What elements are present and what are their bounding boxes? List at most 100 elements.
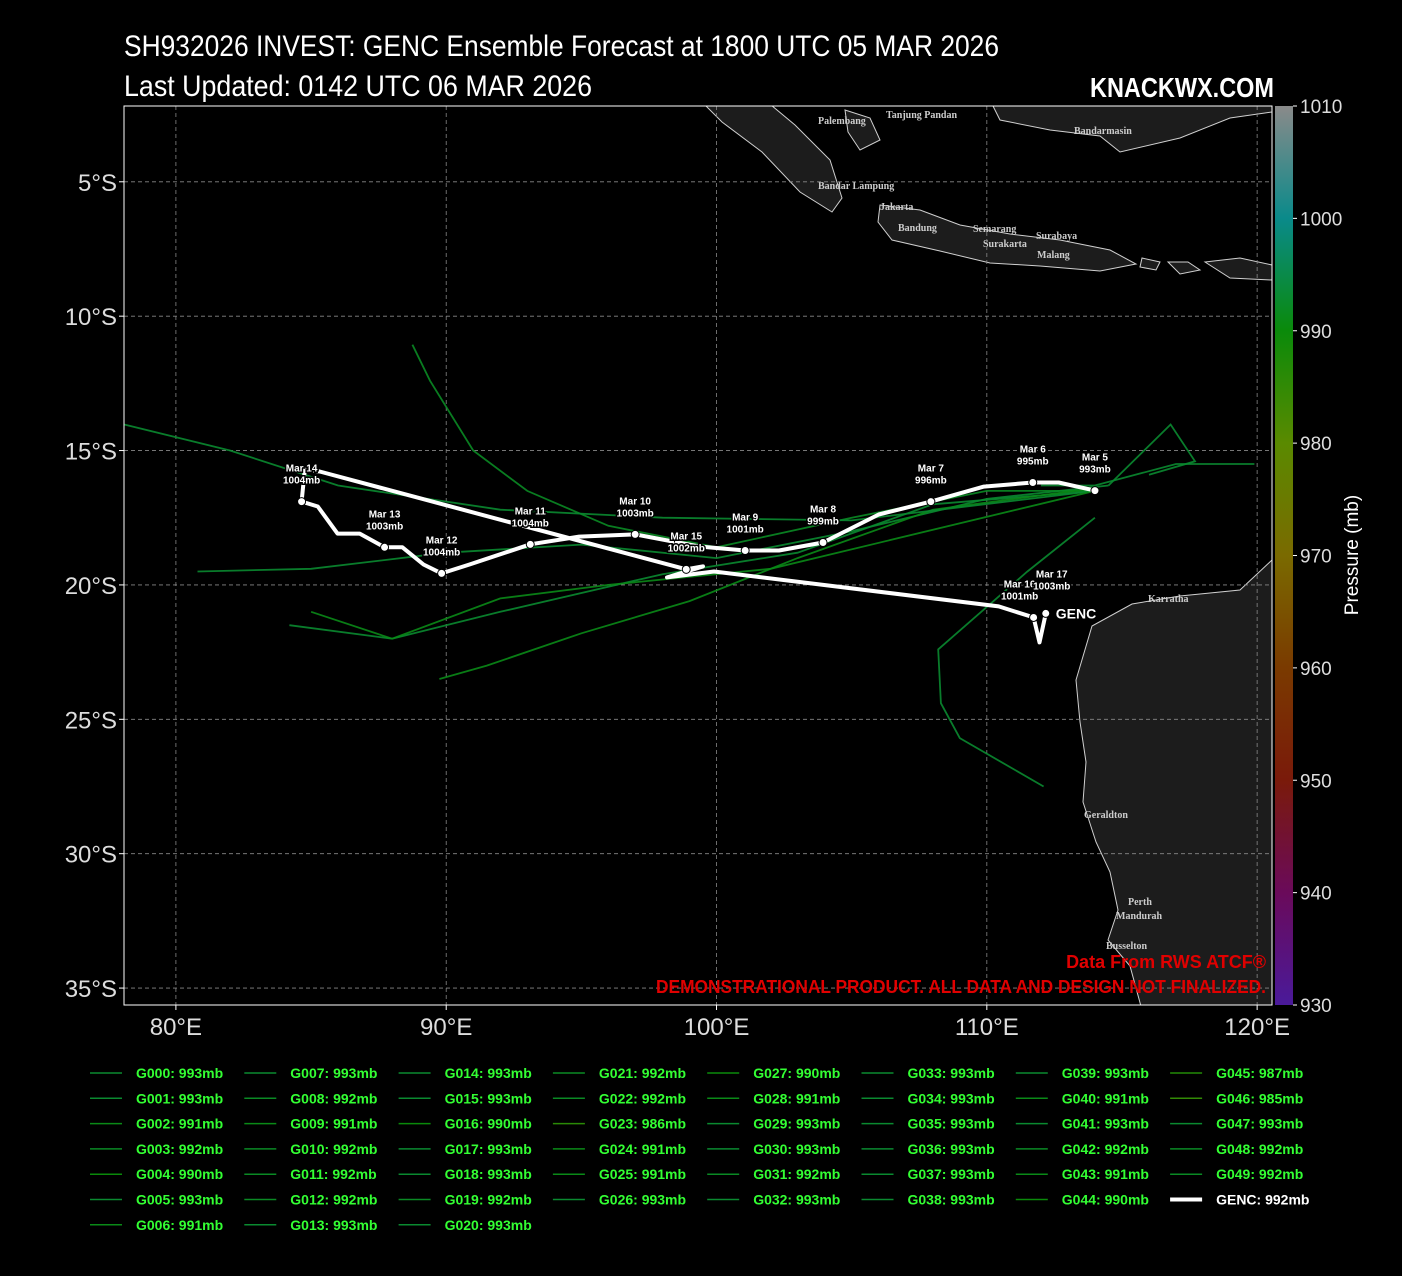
x-tick-label: 100°E: [684, 1014, 750, 1041]
legend-label: G005: 993mb: [136, 1192, 223, 1208]
ensemble-track: [937, 516, 1096, 788]
x-tick-label: 90°E: [420, 1014, 472, 1041]
point-pressure: 1001mb: [1001, 591, 1038, 602]
legend-label: G042: 992mb: [1062, 1141, 1149, 1157]
city-label: Malang: [1037, 250, 1070, 261]
point-pressure: 1004mb: [512, 518, 549, 529]
legend-label: G034: 993mb: [908, 1090, 995, 1106]
legend-label: G030: 993mb: [753, 1141, 840, 1157]
legend-label: G014: 993mb: [445, 1065, 532, 1081]
bali: [1139, 257, 1161, 271]
legend-label: G006: 991mb: [136, 1217, 223, 1233]
bangka: [844, 109, 881, 151]
ensemble-track: [124, 423, 1096, 522]
point-date: Mar 13: [369, 509, 401, 520]
city-label: Surakarta: [983, 239, 1027, 250]
ensemble-track: [1107, 423, 1197, 487]
city-label: Surabaya: [1036, 231, 1077, 242]
sumbawa: [1203, 257, 1272, 281]
legend-label: G047: 993mb: [1216, 1116, 1303, 1132]
x-tick-label: 120°E: [1224, 1014, 1290, 1041]
legend-label: G019: 992mb: [445, 1192, 532, 1208]
point-date: Mar 8: [810, 504, 837, 515]
track-point: [380, 542, 390, 552]
legend-label: G048: 992mb: [1216, 1141, 1303, 1157]
legend-label: G035: 993mb: [908, 1116, 995, 1132]
city-label: Perth: [1128, 897, 1152, 908]
x-tick-label: 80°E: [150, 1014, 202, 1041]
land: [705, 106, 1272, 1005]
track-point: [1090, 486, 1100, 496]
point-pressure: 1003mb: [617, 508, 654, 519]
sumatra: [705, 106, 843, 213]
point-pressure: 993mb: [1079, 465, 1111, 476]
track-point: [1028, 478, 1038, 488]
legend-label: G025: 991mb: [599, 1166, 686, 1182]
x-tick-label: 110°E: [955, 1014, 1019, 1041]
legend-label: G024: 991mb: [599, 1141, 686, 1157]
point-pressure: 995mb: [1017, 457, 1049, 468]
y-tick-label: 5°S: [78, 170, 117, 197]
city-label: Mandurah: [1116, 911, 1163, 922]
city-label: Bandar Lampung: [818, 181, 894, 192]
point-date: Mar 9: [732, 513, 759, 524]
colorbar-tick-label: 980: [1300, 434, 1332, 455]
legend-label: G029: 993mb: [753, 1116, 840, 1132]
grid: [119, 106, 1272, 1010]
colorbar-tick-label: 930: [1300, 996, 1332, 1017]
credit: Data From RWS ATCF®: [1066, 952, 1266, 972]
track-point: [681, 564, 691, 574]
legend-label: G001: 993mb: [136, 1090, 223, 1106]
borneo: [992, 106, 1272, 153]
legend-label: G044: 990mb: [1062, 1192, 1149, 1208]
point-date: Mar 11: [515, 506, 547, 517]
y-tick-label: 10°S: [65, 304, 117, 331]
genc-label: GENC: [1056, 605, 1096, 621]
legend-label: G018: 993mb: [445, 1166, 532, 1182]
y-tick-label: 35°S: [65, 976, 117, 1003]
track-point: [818, 537, 828, 547]
point-date: Mar 15: [670, 531, 702, 542]
legend-label: G003: 992mb: [136, 1141, 223, 1157]
colorbar: [1275, 106, 1293, 1005]
point-pressure: 1003mb: [366, 521, 403, 532]
legend-label: G010: 992mb: [290, 1141, 377, 1157]
point-date: Mar 14: [286, 464, 318, 475]
legend-label: G032: 993mb: [753, 1192, 840, 1208]
legend-label: G002: 991mb: [136, 1116, 223, 1132]
city-label: Geraldton: [1084, 810, 1128, 821]
point-date: Mar 12: [426, 535, 458, 546]
legend-label: G020: 993mb: [445, 1217, 532, 1233]
colorbar-tick-label: 960: [1300, 659, 1332, 680]
city-label: Bandung: [898, 223, 937, 234]
point-pressure: 1001mb: [727, 525, 764, 536]
point-pressure: 1003mb: [1033, 581, 1070, 592]
legend-label: G017: 993mb: [445, 1141, 532, 1157]
track-point: [740, 546, 750, 556]
watermark: KNACKWX.COM: [1090, 72, 1274, 103]
legend-label: G013: 993mb: [290, 1217, 377, 1233]
city-label: Bandarmasin: [1074, 126, 1132, 137]
point-pressure: 999mb: [807, 516, 839, 527]
legend-label: G008: 992mb: [290, 1090, 377, 1106]
java: [877, 204, 1138, 272]
australia: [1075, 559, 1272, 1005]
y-tick-label: 30°S: [65, 842, 117, 869]
point-pressure: 1002mb: [668, 543, 705, 554]
point-date: Mar 5: [1082, 453, 1109, 464]
colorbar-tick-label: 990: [1300, 322, 1332, 343]
city-label: Semarang: [973, 224, 1016, 235]
y-tick-label: 20°S: [65, 573, 117, 600]
point-pressure: 996mb: [915, 476, 947, 487]
legend-label: G012: 992mb: [290, 1192, 377, 1208]
point-date: Mar 10: [619, 496, 651, 507]
track-point: [1041, 608, 1051, 618]
legend-label: G015: 993mb: [445, 1090, 532, 1106]
plot-frame: [123, 105, 1273, 1006]
legend-label: G000: 993mb: [136, 1065, 223, 1081]
legend-label: G037: 993mb: [908, 1166, 995, 1182]
point-date: Mar 17: [1036, 569, 1068, 580]
legend-label: G023: 986mb: [599, 1116, 686, 1132]
track-point: [630, 529, 640, 539]
legend-label: G009: 991mb: [290, 1116, 377, 1132]
